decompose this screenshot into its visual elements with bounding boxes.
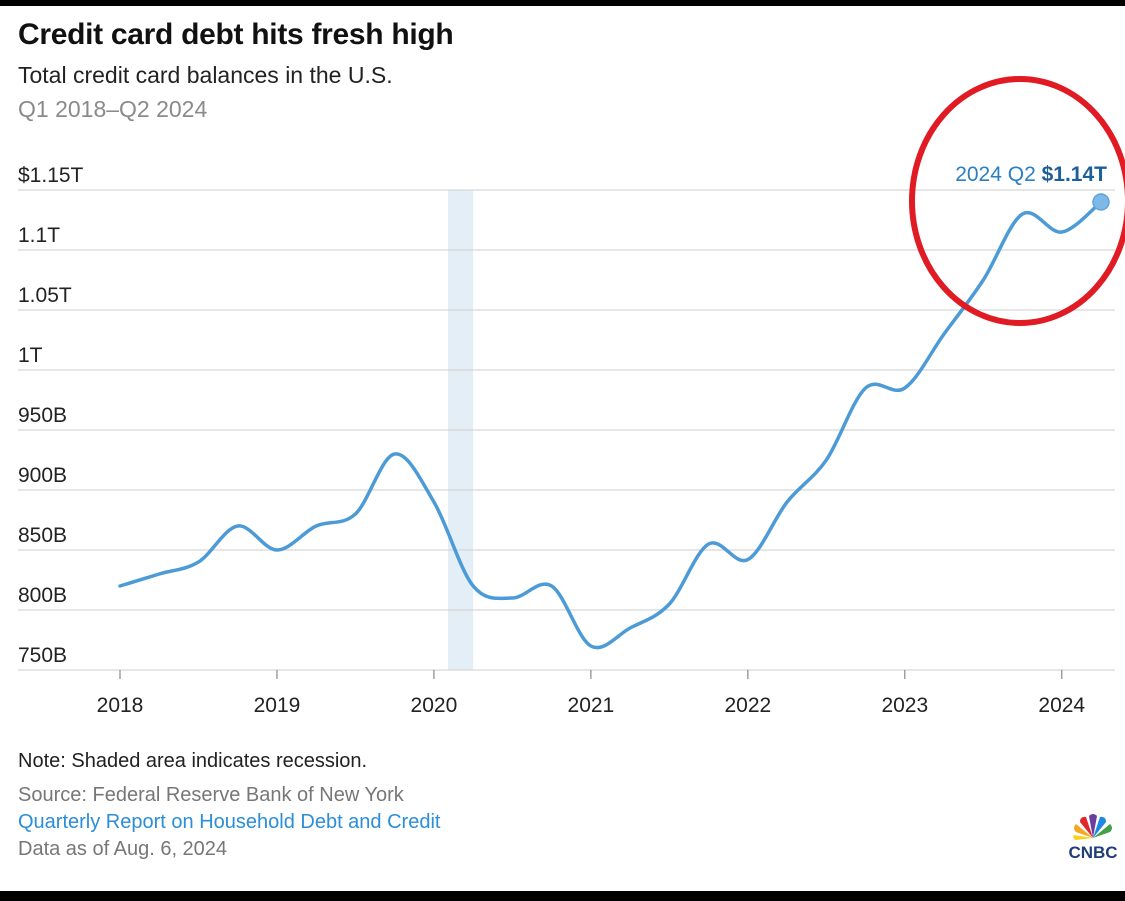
x-tick-label: 2023 bbox=[881, 694, 928, 717]
y-tick-label: 850B bbox=[18, 524, 67, 547]
y-tick-label: 950B bbox=[18, 404, 67, 427]
recession-note: Note: Shaded area indicates recession. bbox=[18, 750, 368, 772]
x-tick-label: 2018 bbox=[97, 694, 144, 717]
series-line bbox=[118, 200, 1103, 650]
date-range: Q1 2018–Q2 2024 bbox=[18, 96, 208, 122]
annotation-period: 2024 Q2 bbox=[955, 163, 1041, 186]
chart-title: Credit card debt hits fresh high bbox=[18, 18, 454, 51]
source-text: Source: Federal Reserve Bank of New York bbox=[18, 784, 404, 806]
line-chart: $1.15T 1.1T 1.05T 1T 950B 900B 850B 800B 750B 201… bbox=[18, 76, 1125, 717]
y-tick-label: 1T bbox=[18, 344, 43, 367]
x-tick-label: 2021 bbox=[568, 694, 615, 717]
data-as-of: Data as of Aug. 6, 2024 bbox=[18, 838, 228, 860]
cnbc-logo: CNBC bbox=[1068, 814, 1118, 862]
y-tick-label: $1.15T bbox=[18, 164, 84, 187]
y-tick-label: 1.05T bbox=[18, 284, 72, 307]
x-tick-label: 2024 bbox=[1038, 694, 1085, 717]
peacock-icon bbox=[1073, 814, 1112, 840]
annotation-label: 2024 Q2 $1.14T bbox=[955, 163, 1107, 186]
y-tick-label: 900B bbox=[18, 464, 67, 487]
y-tick-label: 750B bbox=[18, 644, 67, 667]
y-tick-label: 800B bbox=[18, 584, 67, 607]
x-tick-label: 2019 bbox=[254, 694, 301, 717]
x-tick-label: 2020 bbox=[411, 694, 458, 717]
report-link[interactable]: Quarterly Report on Household Debt and C… bbox=[18, 811, 441, 833]
y-tick-label: 1.1T bbox=[18, 224, 60, 247]
annotation-value: $1.14T bbox=[1042, 163, 1108, 186]
logo-text: CNBC bbox=[1068, 843, 1117, 862]
chart-card: Credit card debt hits fresh high Total c… bbox=[0, 6, 1125, 891]
x-tick-label: 2022 bbox=[724, 694, 771, 717]
endpoint-dot bbox=[1092, 193, 1110, 211]
chart-subtitle: Total credit card balances in the U.S. bbox=[18, 62, 393, 88]
highlight-circle bbox=[909, 76, 1125, 326]
